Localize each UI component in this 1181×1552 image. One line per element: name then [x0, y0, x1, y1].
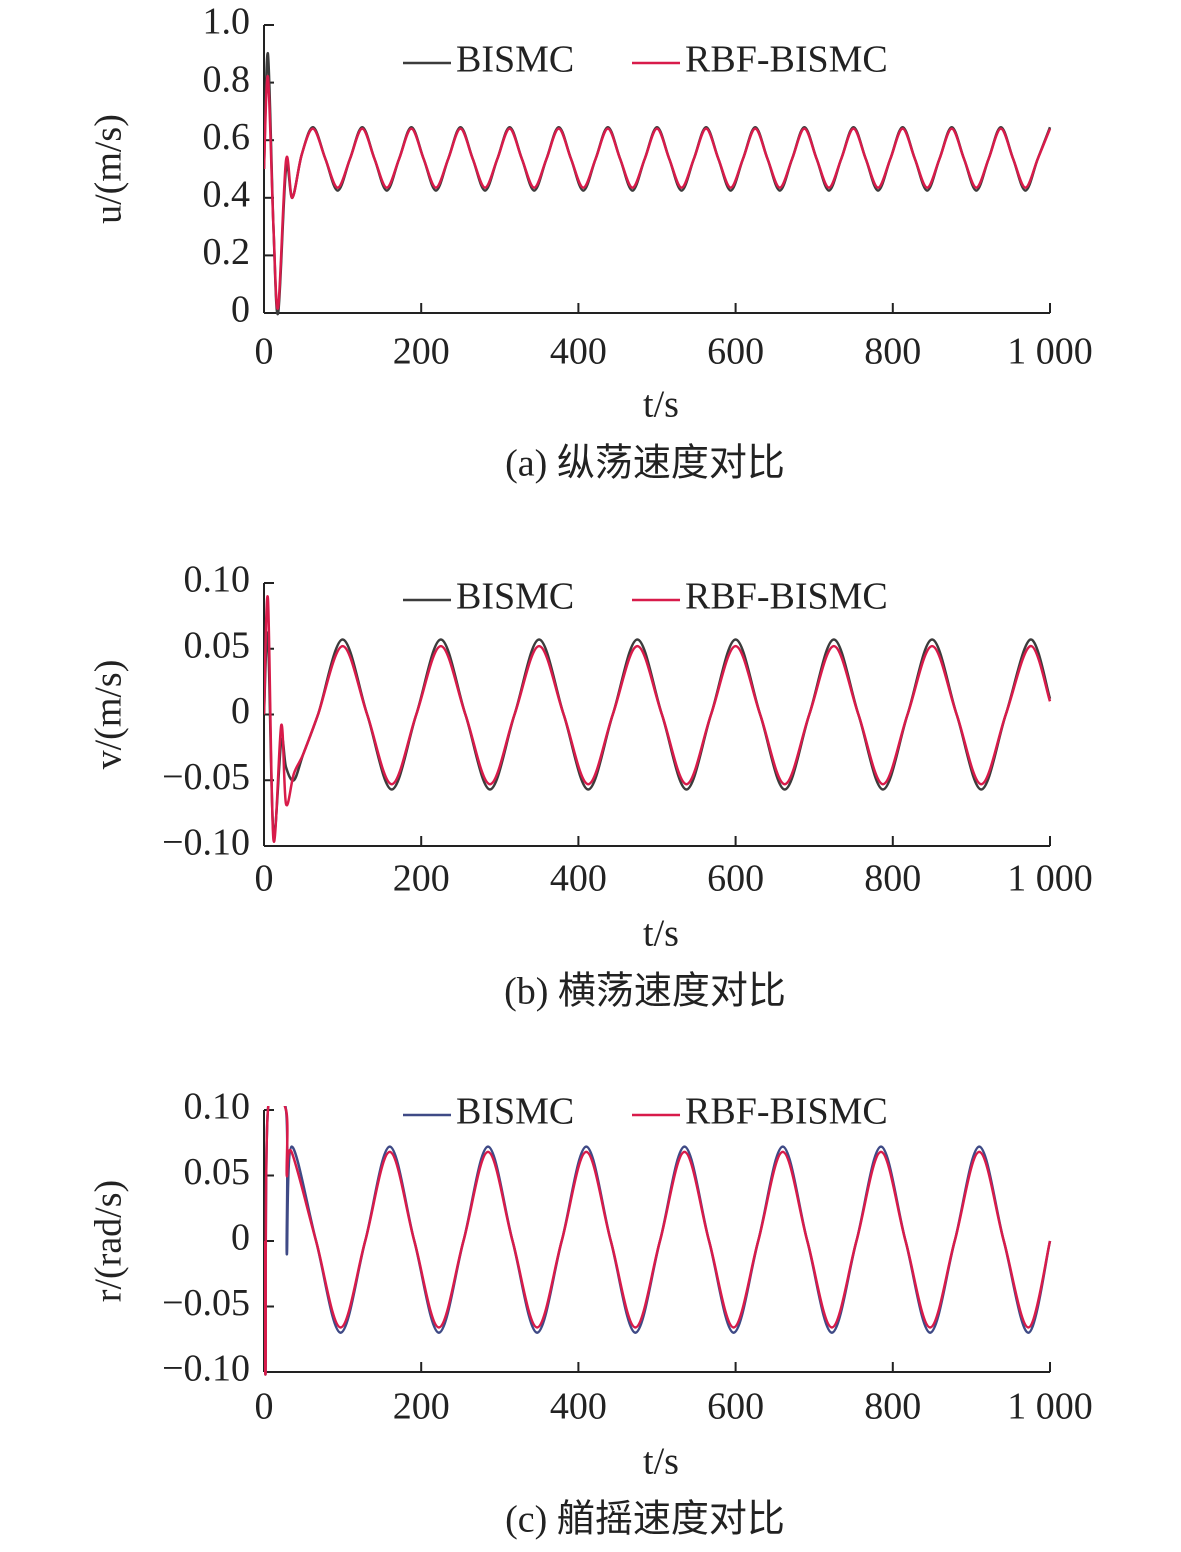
series-line: [264, 75, 1052, 310]
x-tick-label: 0: [255, 858, 274, 900]
y-tick-label: −0.05: [162, 1282, 250, 1324]
x-axis-label: t/s: [643, 1441, 679, 1483]
x-axis-label: t/s: [643, 384, 679, 426]
x-tick-label: 400: [550, 1386, 607, 1428]
y-tick-label: 1.0: [203, 1, 251, 43]
y-tick-label: 0.10: [184, 559, 251, 601]
x-tick-label: 200: [393, 331, 450, 373]
y-tick-label: 0.6: [203, 116, 251, 158]
x-tick-label: 800: [864, 331, 921, 373]
x-tick-label: 600: [707, 331, 764, 373]
y-tick-label: 0.2: [203, 231, 251, 273]
y-tick-label: 0.05: [184, 624, 251, 666]
y-axis-label: v/(m/s): [88, 660, 130, 770]
x-tick-label: 400: [550, 331, 607, 373]
y-tick-label: 0: [231, 1217, 250, 1259]
series-line: [264, 1106, 1052, 1376]
y-tick-label: 0.05: [184, 1151, 251, 1193]
x-tick-label: 200: [393, 1386, 450, 1428]
y-tick-label: 0: [231, 289, 250, 331]
x-tick-label: 800: [864, 858, 921, 900]
legend-label: BISMC: [456, 1091, 574, 1133]
x-tick-label: 1 000: [1007, 1386, 1093, 1428]
y-axis-label: u/(m/s): [88, 114, 130, 224]
x-tick-label: 800: [864, 1386, 921, 1428]
y-axis-label: r/(rad/s): [88, 1180, 130, 1302]
y-tick-label: −0.10: [162, 822, 250, 864]
x-tick-label: 0: [255, 1386, 274, 1428]
series-line: [264, 1106, 1052, 1376]
y-tick-label: −0.10: [162, 1348, 250, 1390]
x-tick-label: 200: [393, 858, 450, 900]
series-line: [264, 595, 1052, 843]
legend-label: RBF-BISMC: [685, 39, 888, 81]
x-tick-label: 1 000: [1007, 858, 1093, 900]
caption: (a) 纵荡速度对比: [505, 443, 785, 485]
y-tick-label: −0.05: [162, 756, 250, 798]
legend-label: RBF-BISMC: [685, 576, 888, 618]
y-tick-label: 0: [231, 690, 250, 732]
caption: (c) 艏摇速度对比: [505, 1499, 785, 1541]
x-axis-label: t/s: [643, 913, 679, 955]
legend-label: BISMC: [456, 39, 574, 81]
series-line: [264, 631, 1052, 837]
x-tick-label: 600: [707, 858, 764, 900]
y-tick-label: 0.10: [184, 1086, 251, 1128]
caption: (b) 横荡速度对比: [504, 971, 786, 1013]
y-tick-label: 0.4: [203, 174, 251, 216]
y-tick-label: 0.8: [203, 58, 251, 100]
x-tick-label: 1 000: [1007, 331, 1093, 373]
x-tick-label: 400: [550, 858, 607, 900]
x-tick-label: 600: [707, 1386, 764, 1428]
legend-label: RBF-BISMC: [685, 1091, 888, 1133]
legend-label: BISMC: [456, 576, 574, 618]
x-tick-label: 0: [255, 331, 274, 373]
